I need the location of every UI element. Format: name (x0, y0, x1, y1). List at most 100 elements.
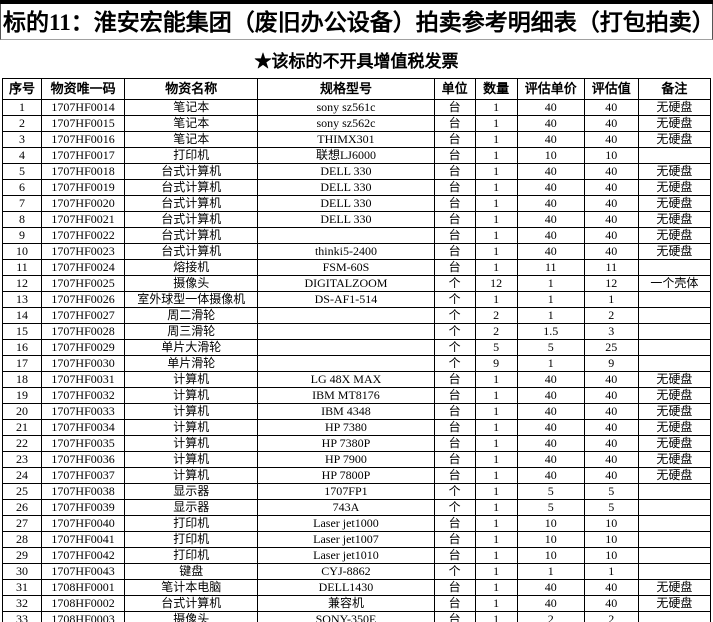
table-cell: 1707HF0043 (41, 563, 126, 581)
table-row: 12 1707HF0025 摄像头 DIGITALZOOM 个 12 1 12 一个壳体 (1, 275, 712, 293)
table-row: 23 1707HF0036 计算机 HP 7900 台 1 40 40 无硬盘 (1, 451, 712, 469)
table-header-row: 序号 物资唯一码 物资名称 规格型号 单位 数量 评估单价 评估值 备注 (1, 78, 712, 101)
table-cell: 1 (474, 515, 518, 533)
table-cell: 40 (583, 195, 639, 213)
table-row: 1 1707HF0014 笔记本 sony sz561c 台 1 40 40 无硬盘 (1, 99, 712, 117)
table-cell: 40 (516, 195, 585, 213)
table-cell: 18 (1, 371, 43, 389)
table-cell: 9 (583, 355, 639, 373)
table-row: 15 1707HF0028 周三滑轮 个 2 1.5 3 (1, 323, 712, 341)
table-cell: 单片大滑轮 (124, 339, 259, 357)
table-cell: 7 (1, 195, 43, 213)
table-cell: 1 (474, 131, 518, 149)
table-cell: 9 (1, 227, 43, 245)
table-row: 14 1707HF0027 周二滑轮个 2 1 2 (1, 307, 712, 325)
table-cell: 1707HF0042 (41, 547, 126, 565)
table-cell: IBM 4348 (257, 403, 435, 421)
table-cell: 10 (583, 531, 639, 549)
table-cell: 打印机 (124, 147, 259, 165)
col-header-index: 序号 (1, 78, 43, 101)
table-cell: 1 (474, 579, 518, 597)
col-header-unit: 单位 (433, 78, 476, 101)
table-row: 29 1707HF0042 打印机 Laser jet1010 台 1 10 10 (1, 547, 712, 565)
table-cell: 5 (516, 483, 585, 501)
table-cell: 1 (474, 115, 518, 133)
table-cell: 1707HF0025 (41, 275, 126, 293)
table-cell: 14 (1, 307, 43, 325)
table-cell: 1707HF0027 (41, 307, 126, 325)
table-cell: 5 (474, 339, 518, 357)
table-cell: 40 (583, 387, 639, 405)
table-cell: 1707HF0030 (41, 355, 126, 373)
table-cell: 1707HF0024 (41, 259, 126, 277)
table-cell (257, 339, 435, 357)
table-cell: 单片滑轮 (124, 355, 259, 373)
table-cell: 1 (474, 483, 518, 501)
table-cell (257, 307, 435, 325)
table-cell: 个 (433, 355, 476, 373)
table-cell: 40 (583, 211, 639, 229)
table-cell: 40 (516, 179, 585, 197)
table-cell: 无硬盘 (637, 179, 712, 197)
table-cell: 1707HF0032 (41, 387, 126, 405)
table-cell: 1.5 (516, 323, 585, 341)
table-cell: 1 (474, 531, 518, 549)
table-cell: 1707HF0017 (41, 147, 126, 165)
table-cell: 1 (474, 435, 518, 453)
table-cell: 2 (583, 307, 639, 325)
table-cell: Laser jet1007 (257, 531, 435, 549)
table-row: 22 1707HF0035 计算机 HP 7380P 台 1 40 40 无硬盘 (1, 435, 712, 453)
table-cell: 1 (516, 355, 585, 373)
table-cell: 16 (1, 339, 43, 357)
table-cell: 40 (583, 419, 639, 437)
table-row: 10 1707HF0023 台式计算机 thinki5-2400 台 1 40 40 无硬盘 (1, 243, 712, 261)
table-cell: 40 (516, 387, 585, 405)
table-cell (637, 323, 712, 341)
table-cell: 40 (516, 211, 585, 229)
table-cell: HP 7380P (257, 435, 435, 453)
table-cell: 12 (583, 275, 639, 293)
table-cell: 计算机 (124, 451, 259, 469)
table-cell (257, 227, 435, 245)
table-cell (257, 323, 435, 341)
table-cell: 台 (433, 195, 476, 213)
table-cell: THIMX301 (257, 131, 435, 149)
table-row: 31 1708HF0001 笔计本电脑 DELL1430 台 1 40 40 无硬盘 (1, 579, 712, 597)
table-cell: 40 (583, 467, 639, 485)
table-cell: 台 (433, 211, 476, 229)
table-cell: 1707HF0016 (41, 131, 126, 149)
table-cell: sony sz561c (257, 99, 435, 117)
col-header-quantity: 数量 (474, 78, 518, 101)
table-cell: 1 (1, 99, 43, 117)
table-cell: 1708HF0003 (41, 611, 126, 622)
table-cell: 台 (433, 579, 476, 597)
table-cell: 40 (583, 451, 639, 469)
table-cell: 40 (583, 579, 639, 597)
table-cell: 743A (257, 499, 435, 517)
vat-notice: ★该标的不开具增值税发票 (254, 52, 459, 72)
table-cell: 1707HF0041 (41, 531, 126, 549)
table-cell: 无硬盘 (637, 211, 712, 229)
table-cell: 10 (583, 515, 639, 533)
table-cell: 1 (516, 291, 585, 309)
table-cell: 计算机 (124, 435, 259, 453)
table-row: 13 1707HF0026 室外球型一体摄像机 DS-AF1-514 个 1 1 1 (1, 291, 712, 309)
table-cell: 计算机 (124, 467, 259, 485)
col-header-unit-price: 评估单价 (516, 78, 585, 101)
table-cell: 台 (433, 467, 476, 485)
table-cell: DELL 330 (257, 211, 435, 229)
table-row: 6 1707HF0019 台式计算机 DELL 330 台 1 40 40 无硬盘 (1, 179, 712, 197)
table-row: 18 1707HF0031 计算机 LG 48X MAX 台 1 40 40 无硬盘 (1, 371, 712, 389)
table-cell: 计算机 (124, 419, 259, 437)
table-cell: 1 (474, 147, 518, 165)
table-cell: 40 (583, 163, 639, 181)
table-cell: 1 (474, 467, 518, 485)
table-cell: 40 (516, 579, 585, 597)
table-cell: 40 (516, 435, 585, 453)
table-cell: 1 (474, 387, 518, 405)
table-row: 20 1707HF0033 计算机 IBM 4348 台 1 40 40 无硬盘 (1, 403, 712, 421)
table-cell: 1708HF0002 (41, 595, 126, 613)
table-cell: 台式计算机 (124, 595, 259, 613)
table-cell: 25 (583, 339, 639, 357)
table-cell: 40 (516, 467, 585, 485)
